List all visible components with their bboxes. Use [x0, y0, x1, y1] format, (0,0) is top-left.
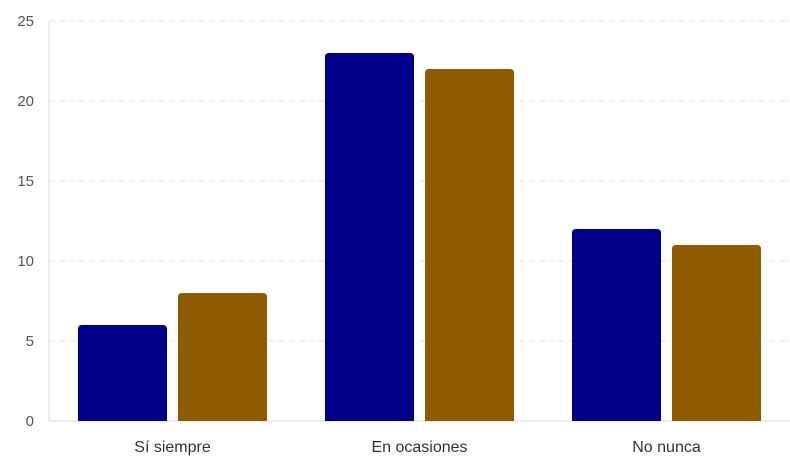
y-tick-label: 0: [26, 413, 34, 430]
bar-layer: [78, 53, 761, 421]
bar: [325, 53, 414, 421]
x-category-label: En ocasiones: [371, 439, 467, 456]
x-category-label: Sí siempre: [134, 439, 211, 456]
y-tick-label: 25: [17, 13, 34, 30]
bar: [572, 229, 661, 421]
y-tick-label: 15: [17, 173, 34, 190]
bar: [425, 69, 514, 421]
bar: [178, 293, 267, 421]
y-tick-label: 10: [17, 253, 34, 270]
y-tick-label: 5: [26, 333, 34, 350]
x-axis-categories: Sí siempre En ocasiones No nunca: [134, 439, 701, 456]
bar: [78, 325, 167, 421]
y-tick-label: 20: [17, 93, 34, 110]
bar: [672, 245, 761, 421]
grid-layer: [48, 20, 790, 422]
y-axis-ticks: 0 5 10 15 20 25: [17, 13, 34, 430]
x-category-label: No nunca: [632, 439, 701, 456]
